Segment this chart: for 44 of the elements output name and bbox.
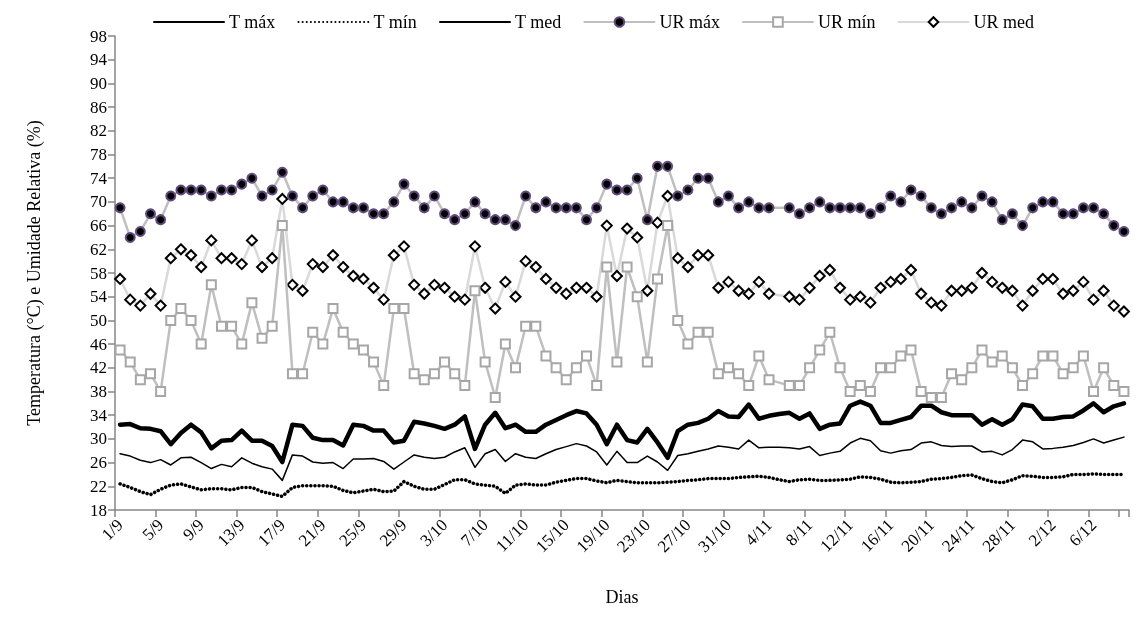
x-tick-label: 13/9 [213,515,249,551]
y-tick-label: 42 [90,358,107,378]
y-tick-label: 30 [90,429,107,449]
y-tick-label: 26 [90,453,107,473]
legend-label: T máx [229,12,276,32]
y-tick-label: 82 [90,121,107,141]
y-tick-label: 50 [90,310,107,330]
y-tick-label: 78 [90,145,107,164]
y-tick-label: 98 [90,26,107,46]
y-tick-label: 38 [90,382,107,401]
x-tick-label: 21/9 [294,515,330,551]
line-series [119,436,1125,482]
y-tick-label: 74 [90,168,108,188]
y-tick-label: 22 [90,476,107,496]
legend-label: T mín [373,12,417,32]
y-axis-title: Temperatura (°C) e Umidade Relativa (%) [24,120,45,426]
y-tick-label: 34 [90,405,108,425]
y-tick-label: 90 [90,73,107,93]
x-tick-label: 6/12 [1065,515,1101,551]
y-tick-label: 62 [90,239,107,259]
x-tick-label: 7/10 [457,515,492,551]
y-tick-label: 66 [90,216,107,236]
y-tick-label: 54 [90,287,108,307]
x-tick-label: 29/9 [375,515,411,551]
x-tick-label: 3/10 [416,515,452,551]
x-tick-label: 2/12 [1024,515,1060,551]
x-tick-label: 17/9 [254,515,290,551]
x-axis-title: Dias [605,587,639,607]
x-tick-label: 9/9 [179,515,208,545]
x-tick-label: 25/9 [335,515,371,551]
y-tick-label: 46 [90,334,107,354]
y-tick-label: 58 [90,263,107,283]
x-tick-label: 5/9 [138,515,168,545]
x-tick-label: 8/11 [781,515,817,550]
legend-label: UR med [973,12,1034,32]
y-tick-label: 70 [90,192,107,212]
legend-label: T med [514,12,562,32]
legend-label: UR mín [817,12,876,32]
line-series [118,472,1126,499]
legend-label: UR máx [659,12,720,32]
y-tick-label: 94 [90,50,108,70]
y-tick-label: 86 [90,97,107,117]
x-tick-label: 4/11 [741,515,776,550]
line-series [117,399,1127,465]
